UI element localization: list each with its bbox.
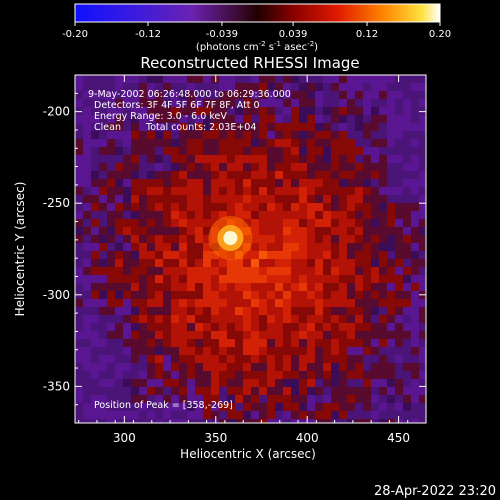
y-tick-label: -200	[43, 105, 70, 119]
heatmap-image	[75, 75, 426, 423]
colorbar-tick-label: -0.20	[62, 29, 88, 40]
annotation-time: 9-May-2002 06:26:48.000 to 06:29:36.000	[88, 89, 291, 100]
colorbar-tick-label: 0.20	[429, 29, 451, 40]
annotation-energy: Energy Range: 3.0 - 6.0 keV	[94, 111, 227, 122]
colorbar-tick-label: -0.039	[206, 29, 238, 40]
plot-frame	[74, 74, 427, 424]
colorbar-units: (photons cm-2 s-1 asec-2)	[196, 40, 318, 53]
colorbar-tick-label: 0.039	[279, 29, 308, 40]
axis-ticks: 300 350 400 450 -200 -250 -300 -350	[43, 74, 427, 445]
colorbar-ticks: -0.20 -0.12 -0.039 0.039 0.12 0.20	[62, 22, 451, 40]
x-axis-label: Heliocentric X (arcsec)	[180, 447, 316, 461]
y-axis-label: Heliocentric Y (arcsec)	[13, 182, 27, 317]
colorbar	[74, 3, 441, 23]
footer-timestamp: 28-Apr-2022 23:20	[374, 484, 496, 499]
x-tick-label: 400	[296, 431, 319, 445]
y-tick-label: -350	[43, 379, 70, 393]
colorbar-tick-label: 0.12	[356, 29, 378, 40]
y-tick-label: -300	[43, 288, 70, 302]
x-tick-label: 450	[387, 431, 410, 445]
chart-title: Reconstructed RHESSI Image	[140, 54, 359, 72]
annotation-peak: Position of Peak = [358,-269]	[94, 400, 233, 411]
annotation-clean: Clean	[94, 122, 121, 133]
x-tick-label: 350	[204, 431, 227, 445]
x-tick-label: 300	[113, 431, 136, 445]
peak-core	[223, 231, 238, 246]
colorbar-tick-label: -0.12	[135, 29, 161, 40]
annotation-counts: Total counts: 2.03E+04	[145, 122, 256, 133]
y-tick-label: -250	[43, 196, 70, 210]
annotation-detectors: Detectors: 3F 4F 5F 6F 7F 8F, Att 0	[94, 100, 260, 111]
